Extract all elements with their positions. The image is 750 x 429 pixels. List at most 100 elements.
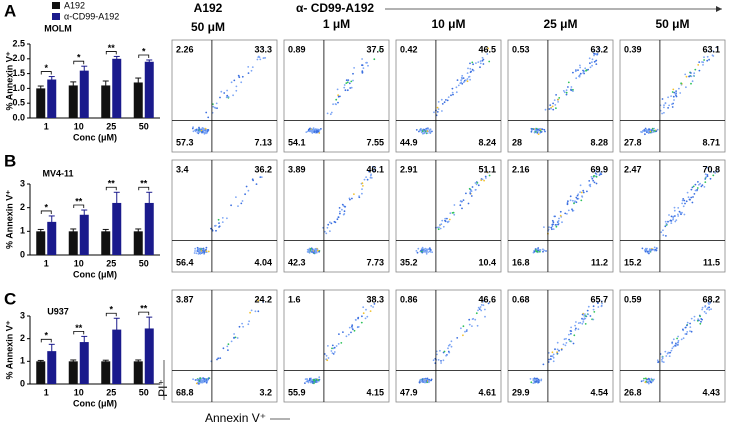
event-dot bbox=[691, 80, 694, 83]
event-dot bbox=[678, 87, 680, 90]
event-dot bbox=[699, 182, 701, 185]
event-dot bbox=[561, 221, 563, 224]
event-dot bbox=[330, 111, 333, 114]
panel-label: C bbox=[4, 289, 16, 308]
event-dot bbox=[671, 91, 674, 93]
event-dot bbox=[310, 249, 313, 252]
event-dot bbox=[684, 333, 687, 335]
dose-header: 25 μM bbox=[543, 17, 577, 31]
event-dot bbox=[421, 249, 423, 252]
quadrant-ur: 24.2 bbox=[254, 294, 272, 304]
quadrant-ur: 65.7 bbox=[590, 294, 608, 304]
event-dot bbox=[570, 88, 572, 91]
event-dot bbox=[468, 323, 471, 326]
event-dot bbox=[447, 350, 450, 353]
event-dot bbox=[477, 309, 479, 312]
event-dot bbox=[450, 340, 453, 343]
event-dot bbox=[644, 377, 647, 380]
event-dot bbox=[221, 221, 224, 224]
event-dot bbox=[464, 79, 467, 82]
event-dot bbox=[591, 64, 593, 67]
quadrant-lr: 4.15 bbox=[366, 387, 384, 397]
event-dot bbox=[685, 333, 688, 335]
event-dot bbox=[307, 381, 310, 384]
quadrant-lr: 8.24 bbox=[478, 137, 496, 147]
quadrant-ul: 1.6 bbox=[288, 294, 301, 304]
quadrant-lr: 7.13 bbox=[254, 137, 272, 147]
event-dot bbox=[567, 86, 569, 88]
event-dot bbox=[422, 381, 424, 383]
event-dot bbox=[529, 378, 532, 380]
event-dot bbox=[355, 319, 357, 321]
event-dot bbox=[703, 59, 705, 61]
event-dot bbox=[694, 68, 697, 71]
event-dot bbox=[686, 331, 689, 333]
event-dot bbox=[452, 93, 454, 96]
event-dot bbox=[335, 345, 338, 347]
event-dot bbox=[203, 378, 206, 380]
quadrant-ll: 42.3 bbox=[288, 257, 306, 267]
event-dot bbox=[568, 338, 570, 341]
event-dot bbox=[238, 325, 241, 328]
event-dot bbox=[333, 220, 336, 223]
event-dot bbox=[689, 330, 691, 332]
event-dot bbox=[423, 132, 425, 135]
quadrant-ur: 69.9 bbox=[590, 164, 608, 174]
event-dot bbox=[701, 318, 703, 321]
quadrant-ll: 68.8 bbox=[176, 387, 194, 397]
event-dot bbox=[460, 81, 463, 84]
event-dot bbox=[484, 315, 486, 318]
event-dot bbox=[488, 174, 491, 177]
event-dot bbox=[365, 308, 367, 311]
event-dot bbox=[362, 67, 365, 69]
event-dot bbox=[552, 108, 555, 111]
flow-plot-frame bbox=[283, 159, 390, 273]
event-dot bbox=[686, 321, 689, 324]
event-dot bbox=[329, 230, 331, 233]
significance: ** bbox=[140, 179, 148, 189]
quadrant-ll: 57.3 bbox=[176, 137, 194, 147]
event-dot bbox=[672, 218, 674, 221]
event-dot bbox=[318, 128, 320, 131]
quadrant-ur: 38.3 bbox=[366, 294, 384, 304]
event-dot bbox=[312, 251, 315, 254]
event-dot bbox=[647, 377, 650, 380]
event-dot bbox=[647, 131, 650, 134]
event-dot bbox=[306, 251, 309, 253]
event-dot bbox=[461, 74, 464, 77]
event-dot bbox=[191, 127, 194, 130]
event-dot bbox=[430, 249, 432, 251]
event-dot bbox=[315, 379, 317, 382]
event-dot bbox=[255, 183, 258, 186]
event-dot bbox=[337, 95, 340, 98]
event-dot bbox=[554, 215, 556, 218]
event-dot bbox=[704, 173, 707, 176]
event-dot bbox=[574, 328, 577, 331]
event-dot bbox=[677, 339, 680, 342]
event-dot bbox=[439, 224, 441, 226]
event-dot bbox=[687, 196, 690, 199]
event-dot bbox=[530, 129, 533, 132]
event-dot bbox=[347, 333, 350, 336]
event-dot bbox=[317, 379, 320, 381]
event-dot bbox=[488, 60, 491, 63]
event-dot bbox=[426, 248, 428, 251]
event-dot bbox=[591, 58, 594, 61]
event-dot bbox=[353, 329, 356, 332]
event-dot bbox=[710, 170, 712, 173]
quadrant-lr: 8.71 bbox=[702, 137, 720, 147]
event-dot bbox=[572, 88, 574, 91]
event-dot bbox=[681, 211, 683, 214]
event-dot bbox=[201, 379, 204, 381]
event-dot bbox=[702, 64, 704, 66]
x-axis-label: Annexin V⁺ bbox=[205, 411, 266, 425]
event-dot bbox=[312, 248, 315, 251]
event-dot bbox=[197, 253, 200, 255]
y-tick-label: 1.0 bbox=[12, 83, 25, 93]
event-dot bbox=[670, 95, 672, 97]
event-dot bbox=[344, 89, 347, 92]
quadrant-lr: 11.2 bbox=[591, 257, 608, 267]
event-dot bbox=[259, 176, 262, 179]
y-tick-label: 2.5 bbox=[12, 38, 25, 48]
event-dot bbox=[309, 377, 311, 380]
